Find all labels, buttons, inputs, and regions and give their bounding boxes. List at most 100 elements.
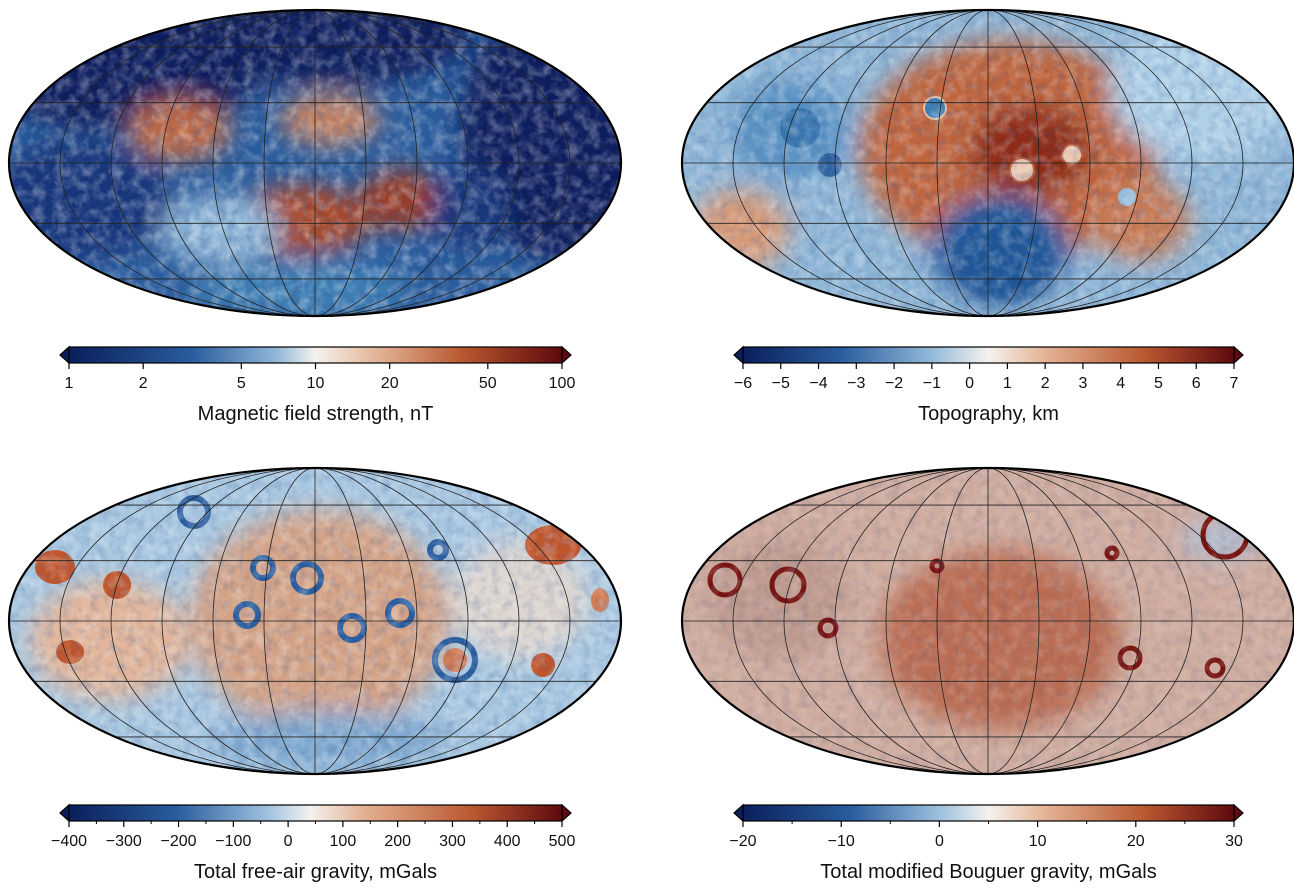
meridian-line bbox=[59, 9, 316, 317]
graticule-freeair bbox=[7, 466, 623, 776]
meridian-line bbox=[987, 9, 1091, 317]
meridian-line bbox=[263, 467, 316, 775]
colorbar-gradient bbox=[742, 346, 1235, 364]
meridian-line bbox=[987, 467, 1244, 775]
meridian-line bbox=[110, 9, 316, 317]
free-air-gravity-map bbox=[9, 468, 621, 774]
colorbar-tick-label: −20 bbox=[729, 833, 756, 850]
meridian-line bbox=[732, 9, 989, 317]
meridian-line bbox=[987, 467, 1091, 775]
map-frame bbox=[7, 8, 623, 318]
colorbar-tick-label: 4 bbox=[1116, 375, 1125, 392]
meridian-line bbox=[987, 9, 1244, 317]
colorbar-tick-label: −4 bbox=[809, 375, 827, 392]
colorbar-tick-label: 20 bbox=[1127, 833, 1145, 850]
meridian-line bbox=[987, 9, 1040, 317]
colorbar-tick-label: 7 bbox=[1230, 375, 1239, 392]
meridian-line bbox=[834, 467, 989, 775]
meridian-line bbox=[59, 467, 316, 775]
meridian-line bbox=[936, 467, 989, 775]
colorbar-overflow-triangle bbox=[1233, 345, 1244, 365]
colorbar-tick-label: −1 bbox=[923, 375, 941, 392]
meridian-line bbox=[212, 467, 316, 775]
colorbar-underflow-triangle bbox=[733, 803, 744, 823]
colorbar-freeair: −400 −300 −200 −100 0 100 200 300 400 500 Total fr… bbox=[51, 803, 576, 883]
colorbar-tick-label: −400 bbox=[51, 833, 87, 850]
colorbar-tick-label: 100 bbox=[549, 375, 576, 392]
meridian-line bbox=[161, 467, 316, 775]
meridian-line bbox=[314, 9, 418, 317]
colorbar-tick-label: −6 bbox=[734, 375, 752, 392]
colorbar-title: Total free-air gravity, mGals bbox=[194, 861, 437, 883]
colorbar-tick-label: 6 bbox=[1192, 375, 1201, 392]
meridian-line bbox=[212, 9, 316, 317]
graticule-topography bbox=[680, 8, 1294, 318]
colorbar-tick-label: 3 bbox=[1078, 375, 1087, 392]
colorbar-tick-label: −200 bbox=[161, 833, 197, 850]
colorbar-tick-label: 300 bbox=[439, 833, 466, 850]
colorbar-overflow-triangle bbox=[1233, 803, 1244, 823]
meridian-line bbox=[314, 467, 469, 775]
colorbar-tick-label: 0 bbox=[935, 833, 944, 850]
colorbar-tick-label: 5 bbox=[1154, 375, 1163, 392]
meridian-line bbox=[783, 467, 989, 775]
colorbar-tick-label: −300 bbox=[106, 833, 142, 850]
colorbar-tick-label: 500 bbox=[549, 833, 576, 850]
colorbar-tick-label: 20 bbox=[381, 375, 399, 392]
topography-map bbox=[682, 10, 1294, 316]
colorbar-overflow-triangle bbox=[561, 345, 572, 365]
meridian-line bbox=[314, 9, 367, 317]
meridian-line bbox=[783, 9, 989, 317]
colorbar-tick-label: 10 bbox=[1029, 833, 1047, 850]
magnetic-field-map bbox=[9, 10, 621, 316]
meridian-line bbox=[987, 9, 1193, 317]
meridian-line bbox=[314, 467, 571, 775]
colorbar-tick-label: −5 bbox=[772, 375, 790, 392]
meridian-line bbox=[885, 9, 989, 317]
colorbar-bouguer: −20 −10 0 10 20 30 Total modified Bouguer grav… bbox=[729, 803, 1244, 883]
meridian-line bbox=[936, 9, 989, 317]
meridian-line bbox=[314, 9, 520, 317]
colorbar-magnetic: 1 2 5 10 20 50 100 Magnetic field strength, nT bbox=[59, 345, 576, 425]
colorbar-tick-label: 0 bbox=[284, 833, 293, 850]
meridian-line bbox=[987, 9, 1142, 317]
meridian-line bbox=[263, 9, 316, 317]
meridian-line bbox=[161, 9, 316, 317]
colorbar-tick-label: 1 bbox=[65, 375, 74, 392]
meridian-line bbox=[885, 467, 989, 775]
meridian-line bbox=[314, 9, 469, 317]
colorbar-gradient bbox=[68, 804, 563, 822]
colorbar-tick-label: −2 bbox=[885, 375, 903, 392]
colorbar-tick-label: 0 bbox=[965, 375, 974, 392]
colorbar-title: Magnetic field strength, nT bbox=[198, 403, 434, 425]
colorbar-gradient bbox=[742, 804, 1235, 822]
graticule-bouguer bbox=[680, 466, 1294, 776]
colorbar-tick-label: 30 bbox=[1225, 833, 1243, 850]
meridian-line bbox=[987, 467, 1040, 775]
graticule-lines bbox=[7, 8, 1294, 776]
colorbar-tick-label: −100 bbox=[215, 833, 251, 850]
meridian-line bbox=[987, 467, 1142, 775]
colorbar-tick-label: 1 bbox=[1003, 375, 1012, 392]
colorbar-tick-label: 10 bbox=[307, 375, 325, 392]
colorbar-title: Topography, km bbox=[918, 403, 1059, 425]
colorbar-underflow-triangle bbox=[733, 345, 744, 365]
meridian-line bbox=[110, 467, 316, 775]
meridian-line bbox=[314, 467, 418, 775]
meridian-line bbox=[314, 9, 571, 317]
colorbar-underflow-triangle bbox=[59, 345, 70, 365]
colorbar-overflow-triangle bbox=[561, 803, 572, 823]
meridian-line bbox=[987, 467, 1193, 775]
colorbar-tick-label: 5 bbox=[237, 375, 246, 392]
map-frame bbox=[680, 466, 1294, 776]
bouguer-gravity-map bbox=[682, 468, 1294, 774]
colorbar-tick-label: 50 bbox=[479, 375, 497, 392]
colorbar-topography: −6 −5 −4 −3 −2 −1 0 1 2 3 4 5 6 7 Topography, km bbox=[733, 345, 1244, 425]
colorbar-tick-label: −10 bbox=[828, 833, 855, 850]
colorbar-tick-label: 100 bbox=[330, 833, 357, 850]
colorbar-underflow-triangle bbox=[59, 803, 70, 823]
colorbar-tick-label: 2 bbox=[139, 375, 148, 392]
colorbar-tick-label: 400 bbox=[494, 833, 521, 850]
